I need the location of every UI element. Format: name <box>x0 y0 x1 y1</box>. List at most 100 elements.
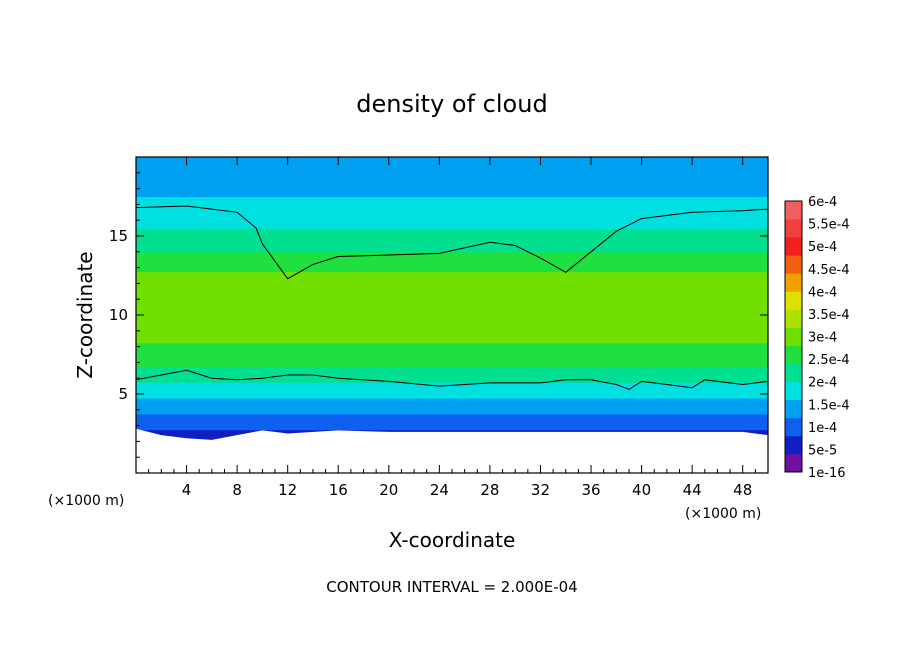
colorbar-swatch <box>785 273 802 292</box>
field-band <box>136 243 768 249</box>
y-axis-label: Z-coordinate <box>73 251 97 378</box>
colorbar-swatch <box>785 363 802 383</box>
field-band <box>136 330 768 336</box>
field-band <box>136 425 768 431</box>
x-tick-label: 40 <box>632 481 651 499</box>
x-tick-label: 36 <box>581 481 600 499</box>
field-band <box>136 236 768 241</box>
x-tick-label: 8 <box>232 481 242 499</box>
field-band <box>136 239 768 245</box>
field-band <box>136 429 768 435</box>
field-band <box>136 417 768 423</box>
field-band <box>136 228 768 233</box>
field-band <box>136 208 768 213</box>
cloud-free-region <box>136 428 768 473</box>
field-band <box>136 188 768 194</box>
field-band <box>136 390 768 395</box>
colorbar-label: 5.5e-4 <box>808 218 850 233</box>
field-band <box>136 164 768 170</box>
colorbar-swatch <box>785 201 802 220</box>
field-band <box>136 334 768 340</box>
colorbar-swatch <box>785 255 802 274</box>
density-field <box>136 157 768 473</box>
field-band <box>136 212 768 217</box>
field-band <box>136 291 768 296</box>
colorbar-swatch <box>785 399 802 419</box>
colorbar-frame <box>784 200 803 473</box>
field-band <box>136 370 768 375</box>
field-band <box>136 307 768 312</box>
field-band <box>136 338 768 344</box>
x-tick-label: 16 <box>329 481 348 499</box>
colorbar-swatch <box>785 237 802 256</box>
field-band <box>136 204 768 209</box>
field-band <box>136 401 768 407</box>
field-band <box>136 315 768 320</box>
field-band <box>136 378 768 383</box>
colorbar-label: 1e-4 <box>808 421 837 436</box>
field-band <box>136 232 768 237</box>
colorbar-swatch <box>785 417 802 437</box>
chart-title: density of cloud <box>356 90 547 118</box>
y-tick-label: 5 <box>118 385 128 403</box>
colorbar-label: 6e-4 <box>808 195 837 210</box>
colorbar-label: 2e-4 <box>808 376 837 391</box>
x-tick-label: 20 <box>379 481 398 499</box>
field-band <box>136 267 768 273</box>
field-band <box>136 362 768 367</box>
x-tick-label: 48 <box>733 481 752 499</box>
field-band <box>136 172 768 178</box>
colorbar-swatch <box>785 345 802 364</box>
y-tick-label: 15 <box>109 227 128 245</box>
field-band <box>136 303 768 308</box>
field-band <box>136 220 768 225</box>
colorbar-label: 5e-5 <box>808 443 837 458</box>
field-band <box>136 394 768 399</box>
field-band <box>136 196 768 202</box>
field-band <box>136 259 768 265</box>
field-band <box>136 358 768 363</box>
field-band <box>136 255 768 261</box>
field-band <box>136 354 768 360</box>
field-band <box>136 374 768 379</box>
field-band <box>136 224 768 229</box>
y-tick-label: 10 <box>109 306 128 324</box>
field-band <box>136 382 768 387</box>
x-tick-label: 12 <box>278 481 297 499</box>
field-band <box>136 251 768 257</box>
colorbar-label: 2.5e-4 <box>808 353 850 368</box>
colorbar-swatch <box>785 309 802 328</box>
cloud-base-contour <box>136 369 768 390</box>
field-band <box>136 200 768 205</box>
x-tick-label: 24 <box>430 481 449 499</box>
field-band <box>136 346 768 352</box>
colorbar-label: 3.5e-4 <box>808 308 850 323</box>
x-tick-label: 32 <box>531 481 550 499</box>
field-band <box>136 413 768 419</box>
colorbar-label: 1e-16 <box>808 466 846 481</box>
colorbar-swatch <box>785 291 802 310</box>
field-band <box>136 409 768 415</box>
field-band <box>136 168 768 174</box>
plot-area <box>136 157 768 473</box>
x-tick-label: 4 <box>182 481 192 499</box>
field-band <box>136 279 768 284</box>
colorbar-label: 1.5e-4 <box>808 398 850 413</box>
colorbar-swatch <box>785 327 802 346</box>
colorbar-swatch <box>785 381 802 401</box>
field-band <box>136 263 768 269</box>
x-axis-ticks: 4 8 12 16 20 24 28 32 36 40 44 48 <box>148 157 756 499</box>
field-band <box>136 160 768 166</box>
colorbar-label: 4e-4 <box>808 285 837 300</box>
field-band <box>136 192 768 198</box>
field-band <box>136 342 768 348</box>
field-band <box>136 157 768 162</box>
field-band <box>136 405 768 411</box>
field-band <box>136 176 768 182</box>
field-band <box>136 299 768 304</box>
field-band <box>136 283 768 288</box>
colorbar-swatch <box>785 219 802 238</box>
x-unit-label-left: (×1000 m) <box>48 493 124 509</box>
colorbar-label: 5e-4 <box>808 240 837 255</box>
